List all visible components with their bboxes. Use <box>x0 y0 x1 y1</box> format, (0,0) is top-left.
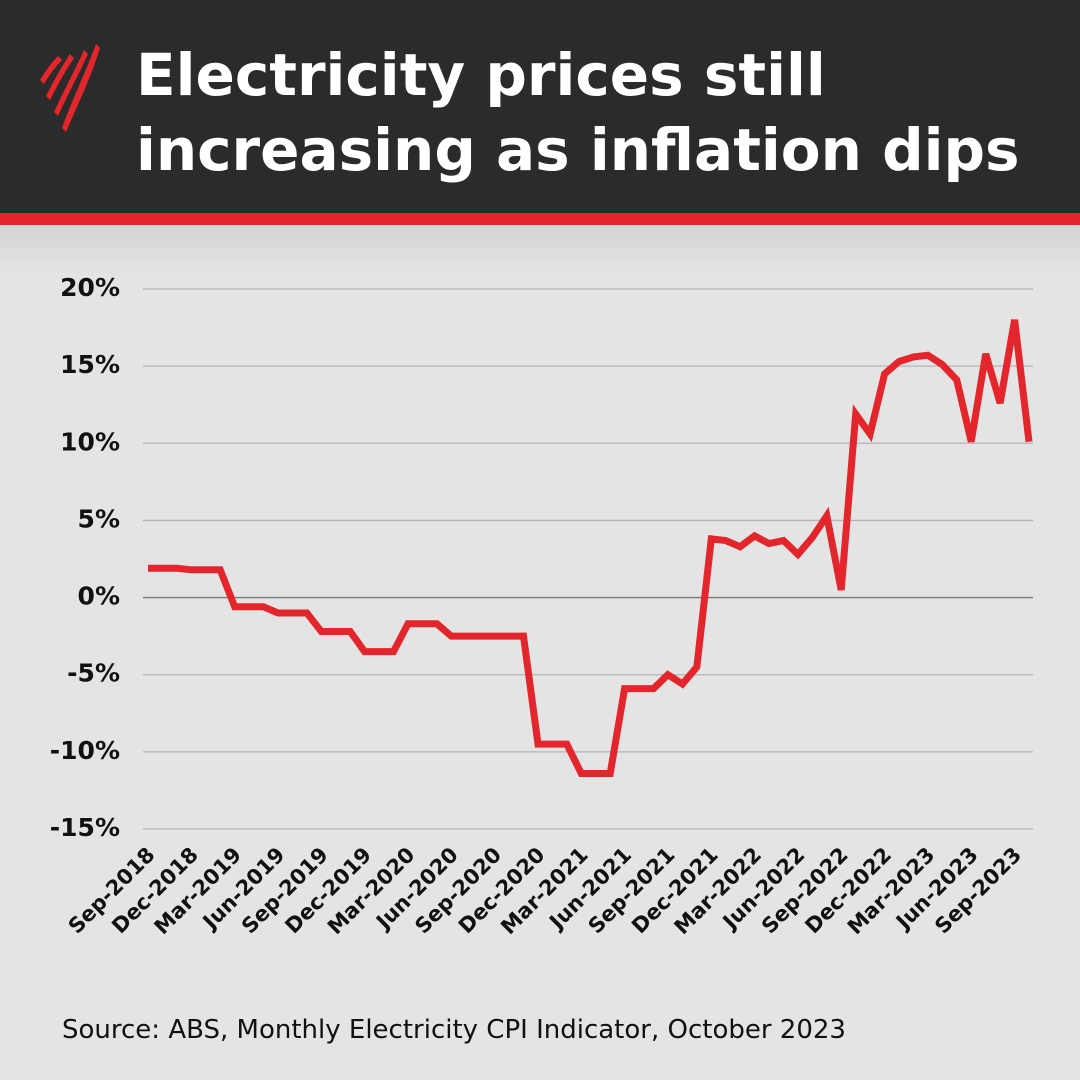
y-tick-label: 5% <box>78 504 120 533</box>
data-line <box>148 319 1033 777</box>
background <box>0 225 1080 1080</box>
y-tick-label: 0% <box>78 582 120 611</box>
source-note: Source: ABS, Monthly Electricity CPI Ind… <box>62 1015 846 1045</box>
header <box>0 0 1080 214</box>
header-rule <box>0 213 1080 225</box>
logo <box>40 44 100 132</box>
y-tick-label: 10% <box>60 427 120 456</box>
chart-title: increasing as inflation dips <box>136 116 1020 184</box>
y-tick-label: 20% <box>60 273 120 302</box>
y-tick-label: -10% <box>50 736 120 765</box>
chart-title: Electricity prices still <box>136 41 826 109</box>
y-tick-label: 15% <box>60 350 120 379</box>
y-tick-label: -15% <box>50 813 120 842</box>
y-tick-label: -5% <box>67 659 120 688</box>
